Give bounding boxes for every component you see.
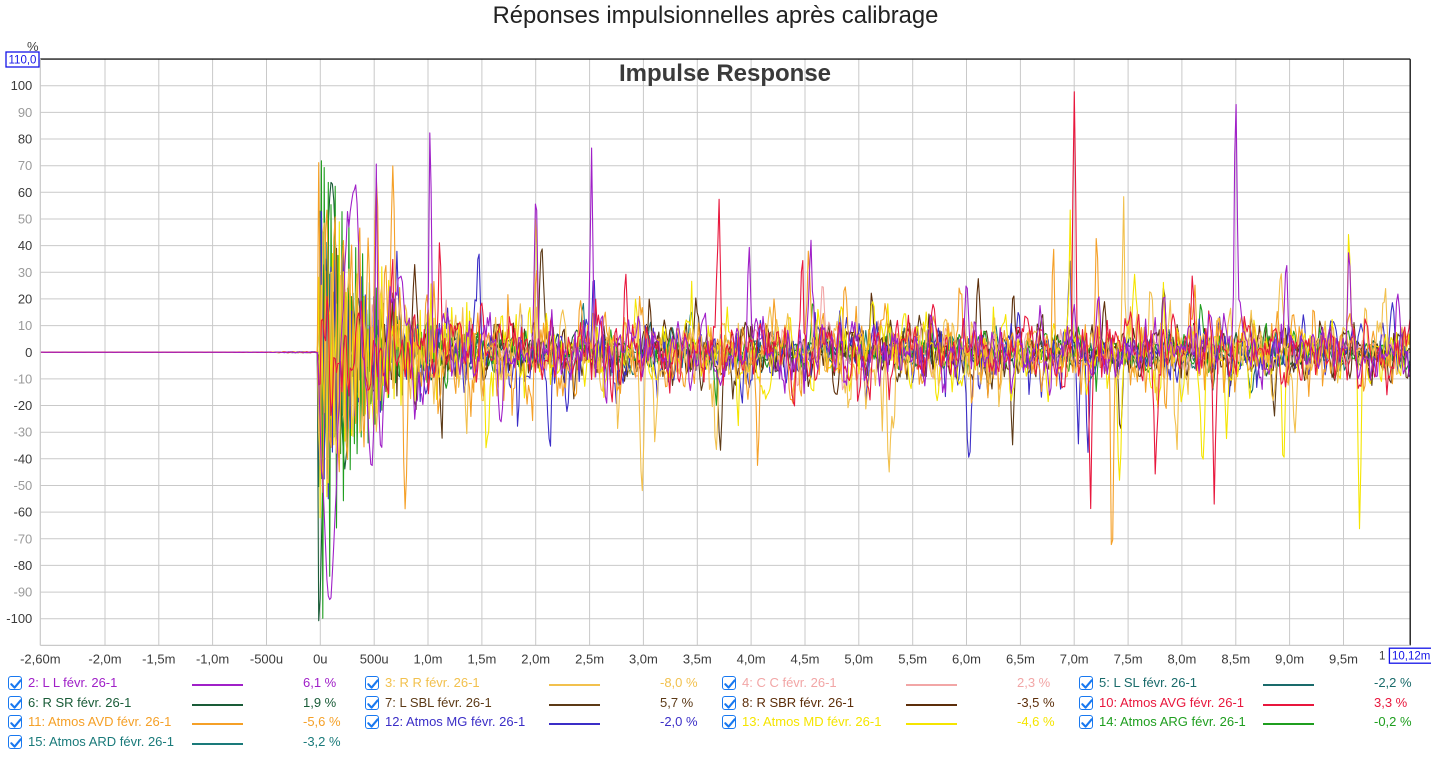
svg-text:-2,0m: -2,0m xyxy=(88,651,121,666)
svg-text:20: 20 xyxy=(18,291,32,306)
svg-text:80: 80 xyxy=(18,132,32,147)
svg-text:70: 70 xyxy=(18,158,32,173)
svg-text:30: 30 xyxy=(18,265,32,280)
svg-text:10,12m: 10,12m xyxy=(1392,651,1430,663)
svg-text:-80: -80 xyxy=(14,558,33,573)
svg-text:100: 100 xyxy=(11,78,33,93)
svg-text:6,0m: 6,0m xyxy=(952,651,981,666)
svg-text:1,5m: 1,5m xyxy=(467,651,496,666)
svg-text:-30: -30 xyxy=(14,425,33,440)
svg-text:-2,60m: -2,60m xyxy=(20,651,60,666)
svg-text:-60: -60 xyxy=(14,505,33,520)
svg-text:2,0m: 2,0m xyxy=(521,651,550,666)
svg-text:-40: -40 xyxy=(14,451,33,466)
svg-text:1: 1 xyxy=(1379,651,1385,663)
svg-text:3,5m: 3,5m xyxy=(683,651,712,666)
svg-text:-90: -90 xyxy=(14,585,33,600)
svg-text:-1,0m: -1,0m xyxy=(196,651,229,666)
svg-text:-20: -20 xyxy=(14,398,33,413)
svg-text:7,0m: 7,0m xyxy=(1060,651,1089,666)
svg-text:Impulse Response: Impulse Response xyxy=(619,60,831,87)
svg-text:-1,5m: -1,5m xyxy=(142,651,175,666)
svg-text:9,5m: 9,5m xyxy=(1329,651,1358,666)
svg-text:-50: -50 xyxy=(14,478,33,493)
svg-text:90: 90 xyxy=(18,105,32,120)
svg-text:3,0m: 3,0m xyxy=(629,651,658,666)
svg-text:-100: -100 xyxy=(6,611,32,626)
svg-text:1,0m: 1,0m xyxy=(414,651,443,666)
svg-text:4,0m: 4,0m xyxy=(737,651,766,666)
svg-text:60: 60 xyxy=(18,185,32,200)
svg-text:7,5m: 7,5m xyxy=(1114,651,1143,666)
svg-text:-500u: -500u xyxy=(250,651,283,666)
svg-text:40: 40 xyxy=(18,238,32,253)
svg-text:0: 0 xyxy=(25,345,32,360)
svg-text:500u: 500u xyxy=(360,651,389,666)
svg-text:50: 50 xyxy=(18,212,32,227)
svg-text:6,5m: 6,5m xyxy=(1006,651,1035,666)
svg-text:2,5m: 2,5m xyxy=(575,651,604,666)
svg-text:10: 10 xyxy=(18,318,32,333)
svg-text:4,5m: 4,5m xyxy=(791,651,820,666)
svg-text:8,0m: 8,0m xyxy=(1167,651,1196,666)
svg-text:8,5m: 8,5m xyxy=(1221,651,1250,666)
svg-text:-70: -70 xyxy=(14,531,33,546)
svg-text:110,0: 110,0 xyxy=(9,55,37,67)
svg-text:5,0m: 5,0m xyxy=(844,651,873,666)
svg-text:5,5m: 5,5m xyxy=(898,651,927,666)
svg-text:-10: -10 xyxy=(14,371,33,386)
svg-text:0u: 0u xyxy=(313,651,327,666)
svg-text:9,0m: 9,0m xyxy=(1275,651,1304,666)
